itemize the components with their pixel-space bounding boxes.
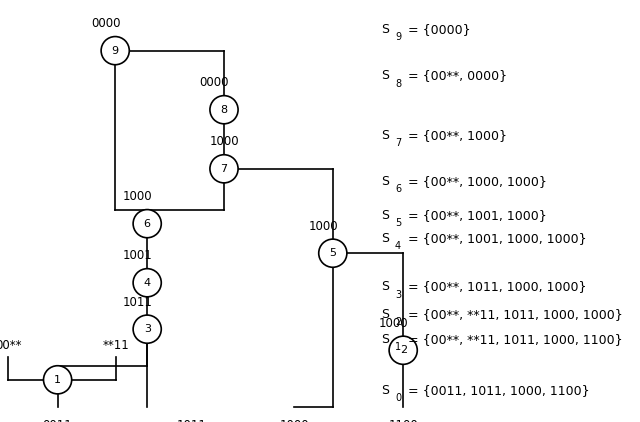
Text: 1100: 1100 [388,419,418,422]
Text: S: S [381,333,388,346]
Text: = {00**, 1000, 1000}: = {00**, 1000, 1000} [404,175,547,188]
Text: 6: 6 [395,184,401,194]
Text: **11: **11 [103,339,130,352]
Ellipse shape [44,366,72,394]
Text: = {00**, 0000}: = {00**, 0000} [404,70,507,82]
Text: = {00**, 1001, 1000, 1000}: = {00**, 1001, 1000, 1000} [404,232,586,245]
Text: S: S [381,23,388,36]
Text: 7: 7 [220,164,228,174]
Ellipse shape [319,239,347,267]
Ellipse shape [210,155,238,183]
Text: 0000: 0000 [200,76,229,89]
Text: = {0000}: = {0000} [404,23,470,36]
Text: 1: 1 [395,342,401,352]
Ellipse shape [210,96,238,124]
Text: S: S [381,70,388,82]
Text: 3: 3 [144,324,150,334]
Ellipse shape [389,336,417,364]
Text: = {0011, 1011, 1000, 1100}: = {0011, 1011, 1000, 1100} [404,384,589,397]
Ellipse shape [133,315,161,343]
Text: 1: 1 [54,375,61,385]
Text: 5: 5 [395,218,401,228]
Text: 0000: 0000 [91,17,120,30]
Text: = {00**, 1001, 1000}: = {00**, 1001, 1000} [404,209,547,222]
Text: 1000: 1000 [379,317,408,330]
Text: S: S [381,129,388,141]
Text: 0011: 0011 [43,419,72,422]
Text: S: S [381,209,388,222]
Text: S: S [381,281,388,293]
Text: 8: 8 [220,105,228,115]
Text: 7: 7 [395,138,401,148]
Text: 4: 4 [143,278,151,288]
Text: S: S [381,175,388,188]
Ellipse shape [133,269,161,297]
Text: 1011: 1011 [123,296,152,309]
Text: = {00**, 1000}: = {00**, 1000} [404,129,507,141]
Text: 1011: 1011 [177,419,207,422]
Text: 3: 3 [395,289,401,300]
Text: S: S [381,308,388,321]
Text: 1001: 1001 [123,249,152,262]
Text: 1000: 1000 [209,135,239,149]
Text: 4: 4 [395,241,401,251]
Text: = {00**, **11, 1011, 1000, 1000}: = {00**, **11, 1011, 1000, 1000} [404,308,623,321]
Text: 1000: 1000 [280,419,309,422]
Text: S: S [381,232,388,245]
Text: 2: 2 [399,345,407,355]
Text: 9: 9 [395,32,401,42]
Text: 9: 9 [111,46,119,56]
Text: 1000: 1000 [123,190,152,203]
Text: = {00**, 1011, 1000, 1000}: = {00**, 1011, 1000, 1000} [404,281,586,293]
Text: 6: 6 [144,219,150,229]
Text: 00**: 00** [0,339,22,352]
Text: 1000: 1000 [308,220,338,233]
Ellipse shape [133,210,161,238]
Text: = {00**, **11, 1011, 1000, 1100}: = {00**, **11, 1011, 1000, 1100} [404,333,623,346]
Text: S: S [381,384,388,397]
Text: 8: 8 [395,78,401,89]
Text: 0: 0 [395,393,401,403]
Text: 2: 2 [395,317,401,327]
Text: 5: 5 [330,248,336,258]
Ellipse shape [101,37,129,65]
